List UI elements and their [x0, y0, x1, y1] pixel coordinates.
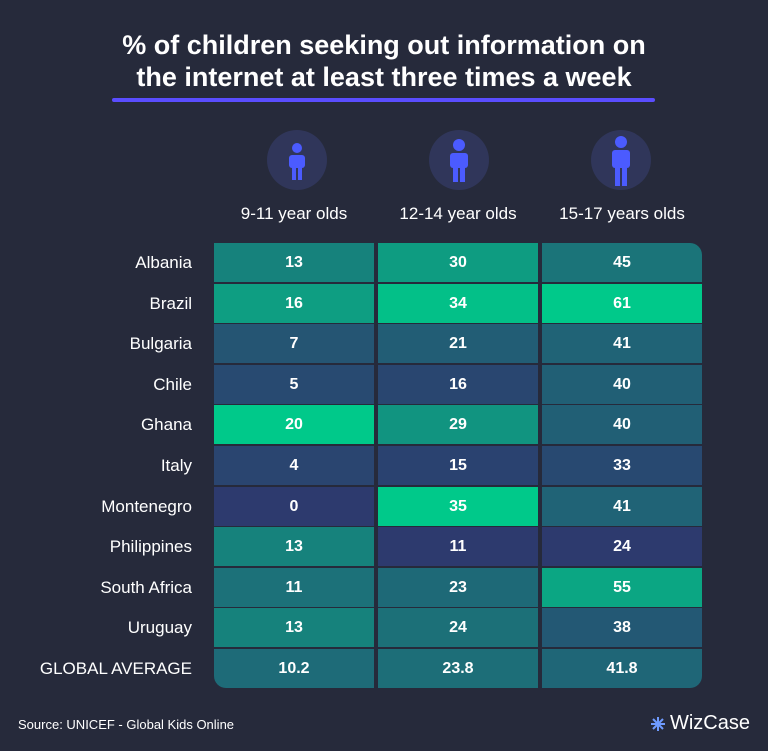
table-cell: 16 [378, 364, 538, 404]
table-cell: 55 [542, 567, 702, 607]
table-cell: 23.8 [378, 649, 538, 688]
column-header: 15-17 years olds [559, 204, 685, 223]
column-header: 12-14 year olds [399, 204, 517, 223]
table-cell: 13 [214, 608, 374, 648]
table-cell: 23 [378, 567, 538, 607]
table-cell: 40 [542, 405, 702, 445]
table-cell: 10.2 [214, 649, 374, 688]
table-cell: 4 [214, 446, 374, 485]
title-line: the internet at least three times a week [136, 62, 632, 92]
row-label: Philippines [109, 537, 192, 557]
table-cell: 61 [542, 283, 702, 323]
table-cell: 33 [542, 446, 702, 485]
row-label: Uruguay [127, 618, 192, 638]
row-label: South Africa [100, 577, 192, 597]
table-cell: 13 [214, 527, 374, 567]
table-cell: 7 [214, 324, 374, 364]
table-cell: 24 [378, 608, 538, 648]
table-cell: 11 [378, 527, 538, 567]
title-underline [112, 98, 655, 102]
table-cell: 35 [378, 486, 538, 526]
row-label: Ghana [140, 415, 192, 435]
row-label: Chile [153, 374, 192, 394]
table-cell: 15 [378, 446, 538, 485]
table-cell: 16 [214, 283, 374, 323]
row-label: Montenegro [101, 496, 192, 516]
table-cell: 30 [378, 243, 538, 282]
table-cell: 24 [542, 527, 702, 567]
table-cell: 0 [214, 486, 374, 526]
column-header: 9-11 year olds [240, 204, 348, 223]
table-cell: 11 [214, 567, 374, 607]
table-cell: 41.8 [542, 649, 702, 688]
table-cell: 41 [542, 324, 702, 364]
table-cell: 20 [214, 405, 374, 445]
table-cell: 41 [542, 486, 702, 526]
icons [267, 130, 651, 190]
logo-text: WizCase [669, 712, 750, 734]
row-label: Brazil [149, 293, 192, 313]
logo: WizCase [650, 712, 750, 735]
logo-icon [650, 716, 665, 731]
table-cell: 45 [542, 243, 702, 282]
row-label: GLOBAL AVERAGE [39, 659, 192, 678]
row-label: Italy [160, 456, 192, 475]
row-label: Bulgaria [129, 334, 192, 354]
table-cell: 21 [378, 324, 538, 364]
title-line: % of children seeking out information on [122, 30, 646, 60]
source: Source: UNICEF - Global Kids Online [18, 717, 235, 732]
row-label: Albania [135, 253, 192, 272]
table-cell: 5 [214, 364, 374, 404]
table-cell: 34 [378, 283, 538, 323]
table-cell: 38 [542, 608, 702, 648]
table-cell: 40 [542, 364, 702, 404]
table-cell: 29 [378, 405, 538, 445]
table-cell: 13 [214, 243, 374, 282]
